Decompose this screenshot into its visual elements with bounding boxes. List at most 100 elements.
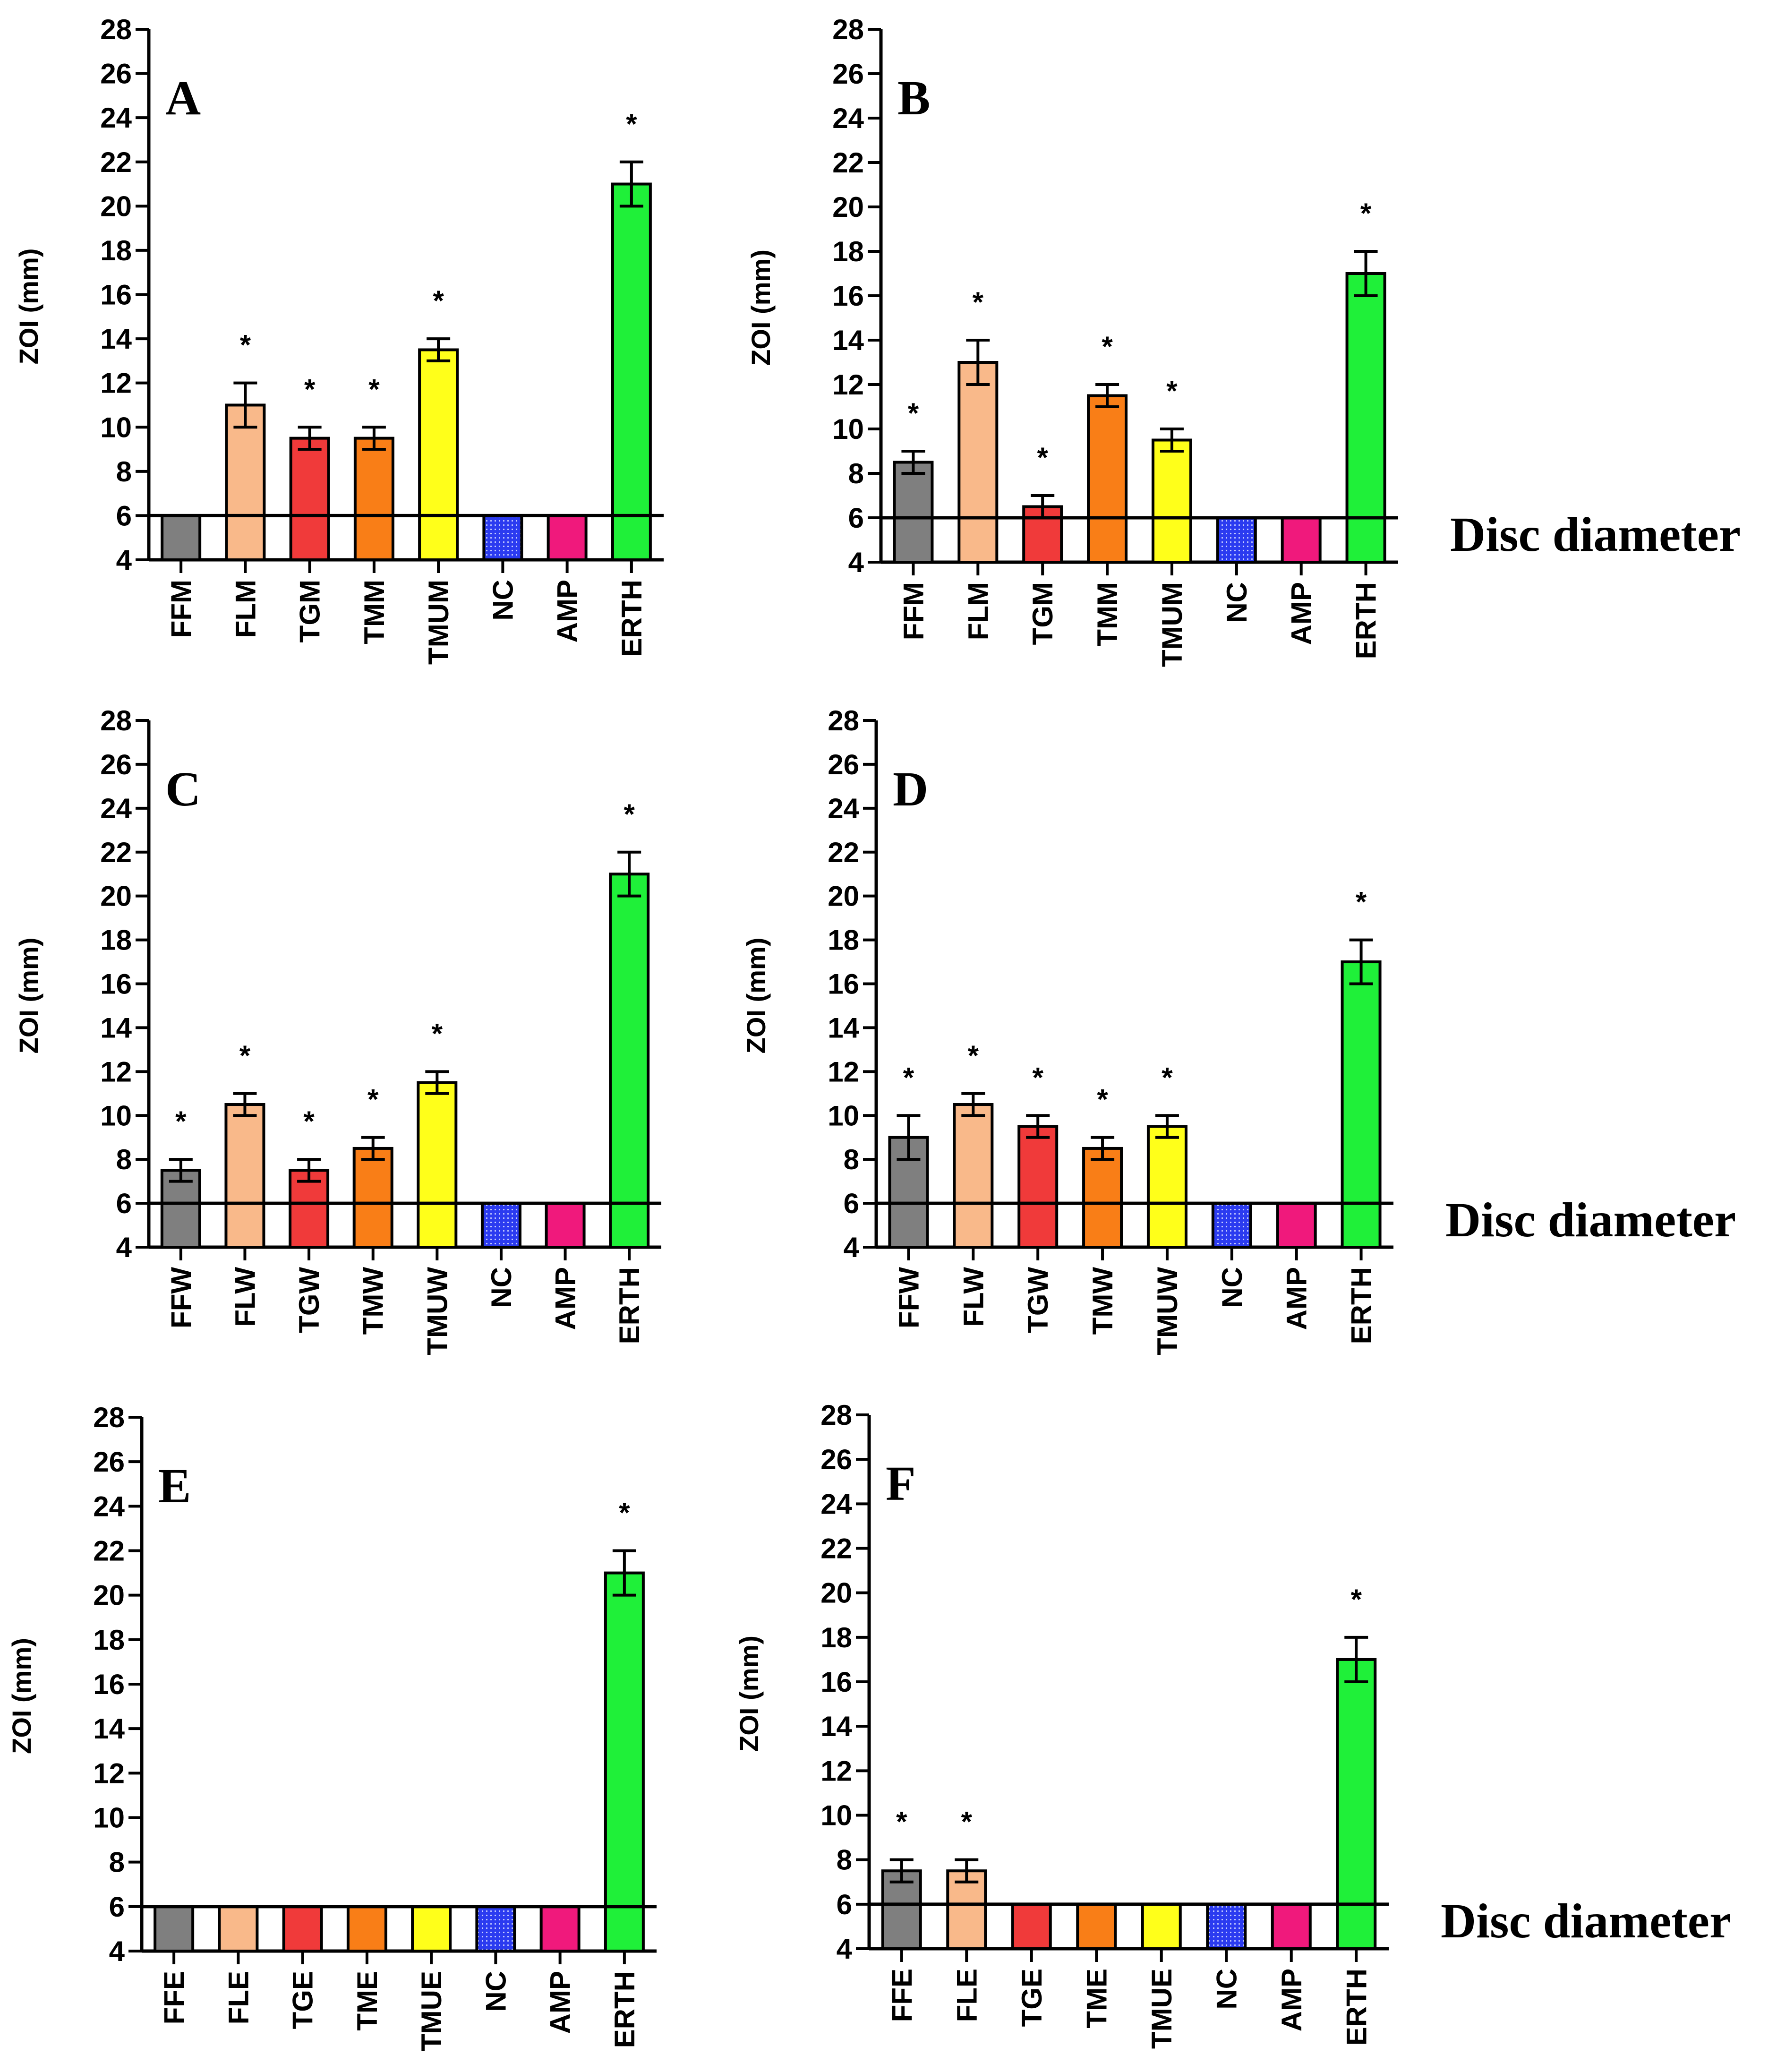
panel-C: 4 6 8 10 12 14 16 18 20 22 24 26 28 ZOI (mm) C * FFW * FLW… <box>14 705 661 1355</box>
x-tick-label: FLM <box>230 580 261 638</box>
x-tick-label: FLE <box>222 1971 254 2024</box>
x-tick-label: AMP <box>552 580 583 642</box>
panel-letter: C <box>165 762 201 816</box>
bar-tmm <box>1087 394 1128 564</box>
significance-marker: * <box>367 1084 379 1115</box>
x-tick-label: AMP <box>1276 1969 1307 2031</box>
y-tick-label: 18 <box>93 1624 125 1656</box>
y-tick-label: 24 <box>820 1488 852 1520</box>
y-tick-label: 6 <box>109 1891 125 1923</box>
x-tick-label: NC <box>487 580 519 621</box>
y-tick-label: 10 <box>93 1802 125 1834</box>
panel-letter: E <box>158 1459 191 1513</box>
x-tick-label: FFE <box>886 1969 918 2022</box>
significance-marker: * <box>619 1497 630 1529</box>
significance-marker: * <box>1360 197 1372 229</box>
significance-marker: * <box>968 1040 979 1071</box>
bar-tmuw <box>417 1081 458 1249</box>
x-tick-label: NC <box>1221 582 1253 623</box>
bar-fle <box>218 1905 259 1952</box>
y-tick-label: 22 <box>100 146 132 178</box>
y-tick-label: 4 <box>837 1933 853 1965</box>
x-tick-label: ERTH <box>1341 1969 1372 2046</box>
y-tick-label: 8 <box>116 1144 132 1175</box>
significance-marker: * <box>239 1040 251 1071</box>
y-axis-title: ZOI (mm) <box>14 248 43 365</box>
bar-amp <box>1276 1202 1317 1249</box>
x-tick-label: TMM <box>359 580 390 644</box>
significance-marker: * <box>1162 1062 1173 1093</box>
significance-marker: * <box>973 286 984 318</box>
bar-tge <box>282 1905 323 1952</box>
y-tick-label: 24 <box>100 793 132 824</box>
bar-ffe <box>154 1905 195 1952</box>
y-tick-label: 16 <box>832 280 864 312</box>
disc-diameter-label: Disc diameter <box>1450 507 1741 562</box>
y-tick-label: 8 <box>844 1144 859 1175</box>
y-tick-label: 4 <box>848 547 864 578</box>
bar-tmum <box>1151 438 1192 564</box>
y-tick-label: 14 <box>832 325 864 356</box>
significance-marker: * <box>626 108 637 140</box>
y-axis-title: ZOI (mm) <box>7 1638 36 1754</box>
y-tick-label: 16 <box>100 968 132 1000</box>
y-tick-label: 4 <box>116 544 132 576</box>
x-tick-label: NC <box>1211 1969 1242 2010</box>
y-tick-label: 28 <box>828 705 859 736</box>
panel-letter: F <box>886 1456 916 1511</box>
x-tick-label: FFM <box>165 580 197 638</box>
y-tick-label: 26 <box>100 58 132 90</box>
x-tick-label: TGM <box>1027 582 1059 645</box>
y-tick-label: 28 <box>93 1402 125 1433</box>
y-tick-label: 8 <box>109 1847 125 1878</box>
y-tick-label: 4 <box>844 1232 860 1263</box>
x-tick-label: FFW <box>165 1267 197 1328</box>
x-tick-label: FLM <box>962 582 994 640</box>
y-tick-label: 28 <box>820 1399 852 1431</box>
y-tick-label: 16 <box>820 1666 852 1698</box>
x-tick-label: FLW <box>229 1267 261 1327</box>
significance-marker: * <box>961 1806 973 1838</box>
bar-ffm <box>893 461 934 564</box>
y-tick-label: 14 <box>100 323 132 355</box>
y-tick-label: 12 <box>100 368 132 399</box>
y-tick-label: 16 <box>100 279 132 311</box>
x-tick-label: TGW <box>293 1267 325 1333</box>
bar-erth <box>609 873 650 1249</box>
y-tick-label: 20 <box>100 881 132 912</box>
y-tick-label: 12 <box>832 369 864 401</box>
bar-nc <box>482 514 523 561</box>
significance-marker: * <box>1097 1084 1108 1115</box>
y-tick-label: 14 <box>93 1713 125 1745</box>
significance-marker: * <box>1033 1062 1044 1093</box>
disc-diameter-label: Disc diameter <box>1445 1193 1736 1247</box>
bar-ffw <box>160 1169 201 1249</box>
y-tick-label: 18 <box>100 925 132 956</box>
panel-F: 4 6 8 10 12 14 16 18 20 22 24 26 28 ZOI (mm) F * FFE * FLE… <box>734 1399 1731 2049</box>
y-tick-label: 6 <box>837 1889 852 1920</box>
significance-marker: * <box>1102 331 1113 362</box>
x-tick-label: TMUW <box>421 1267 453 1355</box>
x-tick-label: TMUW <box>1152 1267 1183 1355</box>
bar-tgw <box>289 1169 330 1249</box>
y-tick-label: 22 <box>828 837 859 868</box>
bar-flm <box>957 361 999 564</box>
y-tick-label: 22 <box>820 1533 852 1565</box>
y-tick-label: 6 <box>116 500 132 531</box>
bar-flw <box>224 1103 265 1249</box>
y-tick-label: 24 <box>100 102 132 134</box>
panel-letter: A <box>165 71 201 125</box>
y-tick-label: 12 <box>820 1755 852 1787</box>
bar-amp <box>1271 1902 1312 1950</box>
panel-B: 4 6 8 10 12 14 16 18 20 22 24 26 28 ZOI (mm) B * FFM * FLM… <box>746 14 1741 667</box>
bar-tgm <box>289 437 330 561</box>
y-tick-label: 16 <box>828 968 859 1000</box>
bar-ffe <box>881 1869 922 1950</box>
significance-marker: * <box>1166 375 1178 407</box>
bar-tmum <box>418 348 459 562</box>
panel-A: 4 6 8 10 12 14 16 18 20 22 24 26 28 ZOI (mm) A FFM * FLM *… <box>14 14 664 665</box>
bar-tme <box>1076 1902 1117 1950</box>
y-tick-label: 28 <box>832 14 864 45</box>
bar-amp <box>545 1202 586 1249</box>
